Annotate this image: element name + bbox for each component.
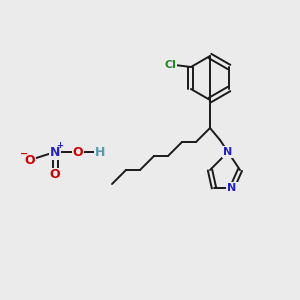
Text: N: N [227, 183, 237, 193]
Text: N: N [224, 147, 232, 157]
Text: +: + [56, 142, 64, 151]
Text: N: N [50, 146, 60, 158]
Text: O: O [25, 154, 35, 166]
Text: H: H [95, 146, 105, 158]
Text: Cl: Cl [164, 60, 176, 70]
Text: O: O [50, 169, 60, 182]
Text: O: O [73, 146, 83, 158]
Text: −: − [20, 149, 28, 159]
